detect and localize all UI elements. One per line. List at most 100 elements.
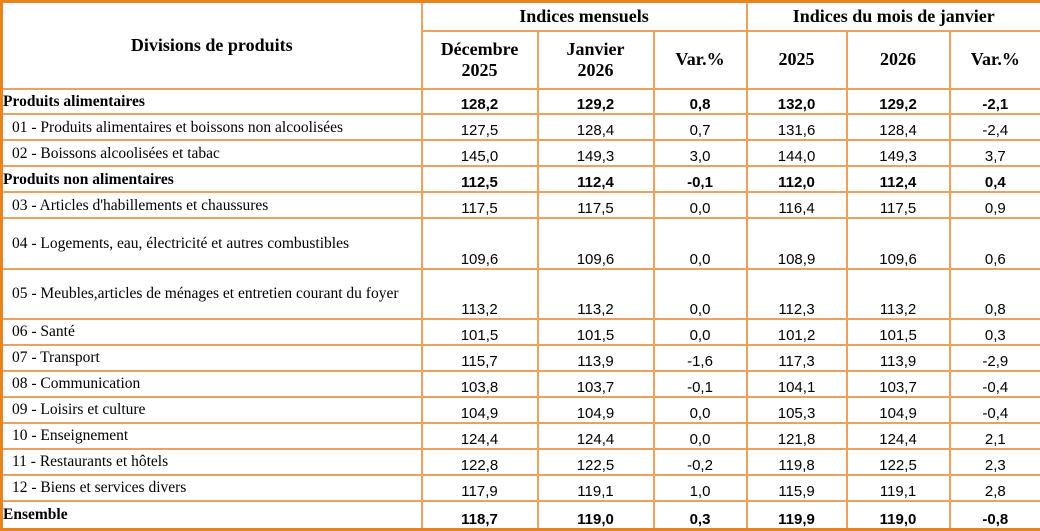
- value-cell: 1,0: [652, 473, 748, 502]
- col-header-var-janvier: Var.%: [948, 29, 1040, 90]
- header-sub-row: Décembre 2025 Janvier 2026 Var.% 2025 20…: [2, 29, 1040, 90]
- value-cell: 101,5: [420, 317, 539, 346]
- value-cell: 117,5: [420, 191, 539, 220]
- col-header-janvier-2026: Janvier 2026: [536, 29, 655, 90]
- division-label: 11 - Restaurants et hôtels: [0, 447, 423, 476]
- value-cell: 124,4: [845, 421, 951, 450]
- division-label: 10 - Enseignement: [0, 421, 423, 450]
- value-cell: -0,1: [652, 369, 748, 398]
- value-cell: 0,0: [652, 317, 748, 346]
- value-cell: 112,4: [536, 165, 655, 194]
- value-cell: 144,0: [745, 139, 848, 168]
- value-cell: 149,3: [845, 139, 951, 168]
- value-cell: 0,4: [948, 165, 1040, 194]
- value-cell: 121,8: [745, 421, 848, 450]
- division-label: 07 - Transport: [0, 343, 423, 372]
- value-cell: 0,7: [652, 113, 748, 142]
- division-label: 06 - Santé: [0, 317, 423, 346]
- value-cell: 119,9: [745, 499, 848, 531]
- value-cell: 119,1: [536, 473, 655, 502]
- division-label: 04 - Logements, eau, électricité et autr…: [0, 217, 423, 270]
- value-cell: 109,6: [420, 217, 539, 270]
- table-row-08: 08 - Communication 103,8 103,7 -0,1 104,…: [0, 369, 1040, 398]
- value-cell: 115,7: [420, 343, 539, 372]
- division-label: Produits non alimentaires: [0, 165, 423, 194]
- value-cell: 112,5: [420, 165, 539, 194]
- value-cell: 127,5: [420, 113, 539, 142]
- value-cell: 0,0: [652, 421, 748, 450]
- value-cell: 108,9: [745, 217, 848, 270]
- table-row-02: 02 - Boissons alcoolisées et tabac 145,0…: [0, 139, 1040, 168]
- value-cell: 119,0: [845, 499, 951, 531]
- table-body: Produits alimentaires 128,2 129,2 0,8 13…: [0, 87, 1040, 531]
- value-cell: 115,9: [745, 473, 848, 502]
- group-header-indices-janvier: Indices du mois de janvier: [745, 0, 1040, 32]
- col-header-var-mensuel: Var.%: [652, 29, 748, 90]
- value-cell: 0,8: [948, 267, 1040, 320]
- value-cell: 128,2: [420, 87, 539, 116]
- value-cell: 0,6: [948, 217, 1040, 270]
- value-cell: 0,3: [652, 499, 748, 531]
- value-cell: 112,4: [845, 165, 951, 194]
- value-cell: 3,7: [948, 139, 1040, 168]
- value-cell: 128,4: [845, 113, 951, 142]
- value-cell: 129,2: [536, 87, 655, 116]
- table-row-05: 05 - Meubles,articles de ménages et entr…: [0, 267, 1040, 320]
- value-cell: 3,0: [652, 139, 748, 168]
- value-cell: 0,3: [948, 317, 1040, 346]
- value-cell: 113,9: [845, 343, 951, 372]
- value-cell: 2,8: [948, 473, 1040, 502]
- value-cell: 0,0: [652, 395, 748, 424]
- value-cell: 119,1: [845, 473, 951, 502]
- value-cell: 103,8: [420, 369, 539, 398]
- value-cell: -2,9: [948, 343, 1040, 372]
- value-cell: 101,2: [745, 317, 848, 346]
- value-cell: 113,2: [420, 267, 539, 320]
- table-row-ensemble: Ensemble 118,7 119,0 0,3 119,9 119,0 -0,…: [0, 499, 1040, 531]
- col-header-decembre-2025: Décembre 2025: [420, 29, 539, 90]
- value-cell: 105,3: [745, 395, 848, 424]
- header-group-row: Divisions de produits Indices mensuels I…: [0, 0, 1040, 90]
- division-label: 12 - Biens et services divers: [0, 473, 423, 502]
- value-cell: -0,8: [948, 499, 1040, 531]
- value-cell: 119,0: [536, 499, 655, 531]
- division-label: 08 - Communication: [0, 369, 423, 398]
- division-label: 03 - Articles d'habillements et chaussur…: [0, 191, 423, 220]
- division-label: Produits alimentaires: [0, 87, 423, 116]
- value-cell: 0,0: [652, 191, 748, 220]
- value-cell: -0,4: [948, 369, 1040, 398]
- value-cell: 104,1: [745, 369, 848, 398]
- value-cell: 124,4: [420, 421, 539, 450]
- value-cell: 149,3: [536, 139, 655, 168]
- value-cell: 122,8: [420, 447, 539, 476]
- value-cell: 113,9: [536, 343, 655, 372]
- group-header-indices-mensuels: Indices mensuels: [420, 0, 748, 32]
- value-cell: -0,4: [948, 395, 1040, 424]
- value-cell: 132,0: [745, 87, 848, 116]
- value-cell: 122,5: [536, 447, 655, 476]
- table-row-01: 01 - Produits alimentaires et boissons n…: [0, 113, 1040, 142]
- value-cell: 122,5: [845, 447, 951, 476]
- col-header-2025: 2025: [745, 29, 848, 90]
- value-cell: 0,8: [652, 87, 748, 116]
- value-cell: 124,4: [536, 421, 655, 450]
- value-cell: 112,3: [745, 267, 848, 320]
- division-label: 05 - Meubles,articles de ménages et entr…: [0, 267, 423, 320]
- table-row-03: 03 - Articles d'habillements et chaussur…: [0, 191, 1040, 220]
- value-cell: 117,9: [420, 473, 539, 502]
- value-cell: 0,0: [652, 217, 748, 270]
- table-row-12: 12 - Biens et services divers 117,9 119,…: [0, 473, 1040, 502]
- division-label: 02 - Boissons alcoolisées et tabac: [0, 139, 423, 168]
- table-row-09: 09 - Loisirs et culture 104,9 104,9 0,0 …: [0, 395, 1040, 424]
- value-cell: -2,1: [948, 87, 1040, 116]
- table-row-11: 11 - Restaurants et hôtels 122,8 122,5 -…: [0, 447, 1040, 476]
- value-cell: -0,1: [652, 165, 748, 194]
- division-label: 01 - Produits alimentaires et boissons n…: [0, 113, 423, 142]
- value-cell: 112,0: [745, 165, 848, 194]
- value-cell: 117,5: [536, 191, 655, 220]
- table-header: Divisions de produits Indices mensuels I…: [0, 0, 1040, 90]
- value-cell: 104,9: [845, 395, 951, 424]
- value-cell: 118,7: [420, 499, 539, 531]
- value-cell: 101,5: [536, 317, 655, 346]
